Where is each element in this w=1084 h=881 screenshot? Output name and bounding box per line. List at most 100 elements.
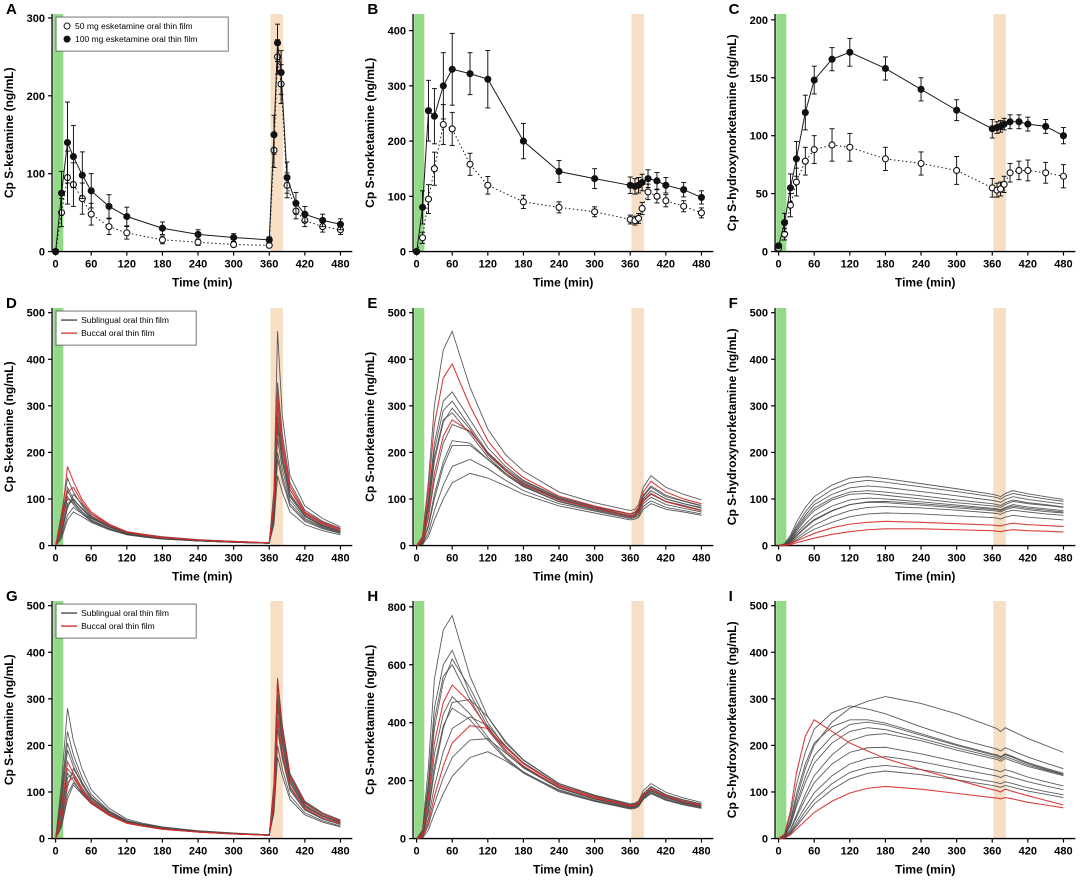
svg-text:60: 60 bbox=[85, 259, 97, 271]
svg-text:0: 0 bbox=[53, 259, 59, 271]
svg-text:300: 300 bbox=[586, 846, 604, 858]
svg-text:300: 300 bbox=[947, 259, 965, 271]
svg-text:360: 360 bbox=[621, 259, 639, 271]
svg-text:500: 500 bbox=[388, 307, 406, 319]
svg-text:180: 180 bbox=[876, 552, 894, 564]
panel-label-d: D bbox=[6, 294, 17, 312]
svg-text:200: 200 bbox=[388, 447, 406, 459]
svg-text:400: 400 bbox=[27, 354, 45, 366]
svg-text:120: 120 bbox=[118, 552, 136, 564]
panel-E: E 0 60 120 180 240 300 360 420 480 0 100 200 300 400 5… bbox=[361, 294, 722, 588]
svg-text:100: 100 bbox=[388, 191, 406, 203]
svg-text:400: 400 bbox=[749, 354, 767, 366]
svg-text:400: 400 bbox=[388, 718, 406, 730]
svg-text:Cp S-ketamine (ng/mL): Cp S-ketamine (ng/mL) bbox=[2, 361, 16, 492]
svg-text:480: 480 bbox=[331, 259, 349, 271]
svg-text:120: 120 bbox=[840, 552, 858, 564]
svg-text:240: 240 bbox=[912, 552, 930, 564]
svg-text:0: 0 bbox=[39, 540, 45, 552]
svg-text:240: 240 bbox=[550, 846, 568, 858]
panel-label-g: G bbox=[6, 588, 18, 606]
svg-text:420: 420 bbox=[657, 846, 675, 858]
svg-text:300: 300 bbox=[388, 81, 406, 93]
svg-text:360: 360 bbox=[983, 259, 1001, 271]
svg-text:400: 400 bbox=[388, 26, 406, 38]
svg-text:100: 100 bbox=[27, 787, 45, 799]
svg-text:100 mg esketamine oral thin fi: 100 mg esketamine oral thin film bbox=[75, 34, 197, 44]
svg-text:Time (min): Time (min) bbox=[172, 276, 232, 290]
svg-text:500: 500 bbox=[749, 307, 767, 319]
svg-text:500: 500 bbox=[27, 307, 45, 319]
svg-text:100: 100 bbox=[27, 494, 45, 506]
svg-text:300: 300 bbox=[586, 552, 604, 564]
svg-text:120: 120 bbox=[840, 259, 858, 271]
svg-text:Cp S-norketamine (ng/mL): Cp S-norketamine (ng/mL) bbox=[363, 351, 377, 501]
svg-text:150: 150 bbox=[749, 73, 767, 85]
svg-text:300: 300 bbox=[27, 694, 45, 706]
panel-F: F 0 60 120 180 240 300 360 420 480 0 100 200 300 400 5… bbox=[723, 294, 1084, 588]
svg-text:50 mg esketamine oral thin fil: 50 mg esketamine oral thin film bbox=[75, 21, 193, 31]
panel-I: I 0 60 120 180 240 300 360 420 480 0 100 200 300 400 5… bbox=[723, 587, 1084, 881]
svg-text:400: 400 bbox=[388, 354, 406, 366]
panel-G: G 0 60 120 180 240 300 360 420 480 0 100 200 300 400 5… bbox=[0, 587, 361, 881]
svg-text:420: 420 bbox=[296, 259, 314, 271]
svg-text:Sublingual oral thin film: Sublingual oral thin film bbox=[81, 608, 169, 618]
svg-text:180: 180 bbox=[515, 259, 533, 271]
svg-text:0: 0 bbox=[39, 834, 45, 846]
svg-text:60: 60 bbox=[808, 259, 820, 271]
svg-text:0: 0 bbox=[775, 846, 781, 858]
svg-text:360: 360 bbox=[621, 552, 639, 564]
svg-text:480: 480 bbox=[1054, 846, 1072, 858]
svg-text:300: 300 bbox=[224, 552, 242, 564]
svg-text:200: 200 bbox=[749, 447, 767, 459]
svg-text:200: 200 bbox=[749, 15, 767, 27]
panel-label-b: B bbox=[367, 1, 379, 18]
svg-text:240: 240 bbox=[912, 259, 930, 271]
svg-text:420: 420 bbox=[296, 846, 314, 858]
panel-label-i: I bbox=[728, 588, 733, 606]
svg-text:420: 420 bbox=[657, 259, 675, 271]
panel-A: A 0 60 120 180 240 300 360 420 480 0 100 200 300 Time… bbox=[0, 0, 361, 294]
panel-D: D 0 60 120 180 240 300 360 420 480 0 100 200 300 400 5… bbox=[0, 294, 361, 588]
svg-text:60: 60 bbox=[808, 846, 820, 858]
svg-text:300: 300 bbox=[224, 846, 242, 858]
svg-text:120: 120 bbox=[840, 846, 858, 858]
svg-text:0: 0 bbox=[400, 834, 406, 846]
svg-text:600: 600 bbox=[388, 660, 406, 672]
svg-text:420: 420 bbox=[657, 552, 675, 564]
svg-text:Cp S-norketamine (ng/mL): Cp S-norketamine (ng/mL) bbox=[363, 58, 377, 208]
panel-label-c: C bbox=[728, 1, 740, 18]
svg-text:480: 480 bbox=[693, 846, 711, 858]
panel-a-plot: 0 60 120 180 240 300 360 420 480 0 100 200 300 Time (… bbox=[2, 13, 353, 290]
svg-text:0: 0 bbox=[400, 540, 406, 552]
svg-text:240: 240 bbox=[189, 259, 207, 271]
panel-h-plot: 0 60 120 180 240 300 360 420 480 0 200 400 600 800 Tim… bbox=[363, 601, 714, 877]
panel-e-plot: 0 60 120 180 240 300 360 420 480 0 100 200 300 400 500… bbox=[363, 307, 714, 583]
svg-text:0: 0 bbox=[400, 247, 406, 259]
svg-text:300: 300 bbox=[388, 401, 406, 413]
svg-text:120: 120 bbox=[479, 846, 497, 858]
svg-text:Time (min): Time (min) bbox=[172, 863, 232, 877]
svg-text:60: 60 bbox=[85, 846, 97, 858]
svg-text:480: 480 bbox=[693, 552, 711, 564]
svg-text:0: 0 bbox=[762, 540, 768, 552]
svg-text:Time (min): Time (min) bbox=[895, 569, 955, 583]
svg-text:180: 180 bbox=[876, 259, 894, 271]
panel-label-h: H bbox=[367, 588, 379, 606]
svg-text:60: 60 bbox=[808, 552, 820, 564]
svg-text:Cp S-norketamine (ng/mL): Cp S-norketamine (ng/mL) bbox=[363, 645, 377, 795]
svg-text:420: 420 bbox=[1018, 259, 1036, 271]
panel-B: B 0 60 120 180 240 300 360 420 480 0 100 200 300 400 T… bbox=[361, 0, 722, 294]
svg-text:180: 180 bbox=[153, 552, 171, 564]
svg-text:300: 300 bbox=[586, 259, 604, 271]
panel-i-plot: 0 60 120 180 240 300 360 420 480 0 100 200 300 400 500… bbox=[725, 601, 1075, 877]
svg-text:360: 360 bbox=[621, 846, 639, 858]
svg-text:0: 0 bbox=[414, 552, 420, 564]
svg-text:300: 300 bbox=[947, 552, 965, 564]
svg-text:60: 60 bbox=[85, 552, 97, 564]
panel-C: C 0 60 120 180 240 300 360 420 480 0 50 100 150 200 Ti… bbox=[723, 0, 1084, 294]
svg-text:300: 300 bbox=[947, 846, 965, 858]
svg-text:0: 0 bbox=[53, 846, 59, 858]
svg-text:400: 400 bbox=[749, 648, 767, 660]
